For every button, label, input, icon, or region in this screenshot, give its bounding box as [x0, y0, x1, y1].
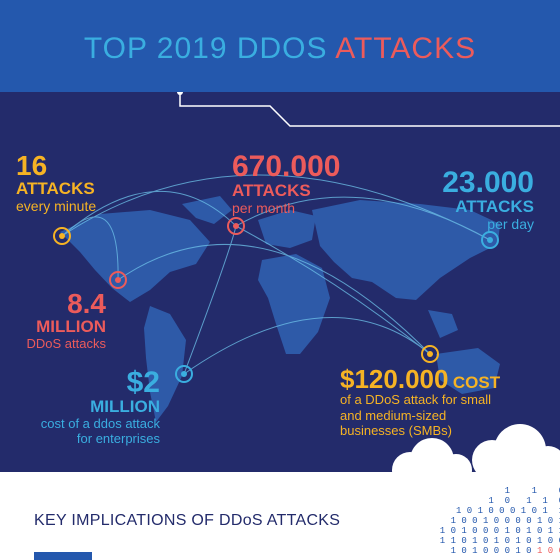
- stat-desc-line2: and medium-sized: [340, 407, 447, 423]
- arc-7: [61, 216, 119, 281]
- stat-value: $120.000: [340, 364, 449, 394]
- cloud-icon: [392, 424, 560, 472]
- stat-per-month: 670.000 ATTACKS per month: [232, 152, 340, 217]
- stat-desc: every minute: [16, 197, 97, 214]
- stat-enterprise-cost: $2 MILLION cost of a ddos attack for ent…: [16, 368, 160, 447]
- attack-arcs: [61, 174, 491, 375]
- stat-per-minute: 16 ATTACKS every minute: [16, 152, 96, 215]
- binary-decoration: 1 1 0 1 0 1 1 0 1 0 1 0 0 0 1 0 1 1 1 0 …: [439, 486, 560, 556]
- world-map: [53, 92, 560, 472]
- stat-desc-line2: for enterprises: [76, 431, 160, 447]
- stat-unit: COST: [452, 373, 501, 392]
- header-band: [0, 0, 560, 92]
- arc-8: [235, 225, 431, 355]
- stat-desc-line3: businesses (SMBs): [340, 423, 452, 439]
- continent-greenland: [182, 196, 232, 224]
- accent-bar: [34, 552, 92, 560]
- stat-headline: $120.000 COST: [340, 366, 552, 392]
- stat-desc: per day: [487, 215, 534, 232]
- arc-3: [117, 243, 431, 355]
- continent-africa: [258, 254, 330, 354]
- continent-australia: [436, 348, 500, 394]
- arc-2: [61, 174, 491, 241]
- stat-value: $2: [126, 366, 160, 399]
- stat-value: 670.000: [232, 150, 341, 183]
- target-icon: [481, 231, 499, 249]
- stat-ddos-count: 8.4 MILLION DDoS attacks: [10, 290, 106, 351]
- bottom-section: [0, 472, 560, 560]
- stat-smb-cost: $120.000 COST of a DDoS attack for small…: [340, 366, 552, 439]
- stat-desc: per month: [232, 199, 296, 216]
- stat-unit: MILLION: [36, 317, 106, 336]
- stat-desc-line1: of a DDoS attack for small: [340, 392, 491, 407]
- page-title: TOP 2019 DDOS ATTACKS: [0, 32, 560, 66]
- section-heading: KEY IMPLICATIONS OF DDoS ATTACKS: [34, 512, 341, 529]
- target-icon: [227, 217, 245, 235]
- stat-unit: ATTACKS: [232, 181, 311, 200]
- circuit-line: [179, 92, 560, 127]
- circuit-node: [177, 92, 183, 95]
- stat-desc-line1: cost of a ddos attack: [40, 415, 160, 431]
- continents: [60, 196, 500, 422]
- title-main: TOP 2019 DDOS: [83, 32, 328, 65]
- continent-europe: [258, 210, 316, 248]
- stat-unit: MILLION: [90, 397, 160, 416]
- stat-value: 16: [16, 150, 48, 181]
- stat-unit: ATTACKS: [16, 179, 95, 198]
- target-icon: [53, 227, 71, 245]
- target-icon: [421, 345, 439, 363]
- stat-value: 23.000: [442, 166, 534, 199]
- stat-per-day: 23.000 ATTACKS per day: [442, 168, 534, 233]
- continent-north-america: [60, 210, 210, 302]
- arc-6: [235, 196, 491, 241]
- arc-5: [183, 317, 431, 375]
- stat-desc: DDoS attacks: [26, 335, 106, 351]
- target-icon: [175, 365, 193, 383]
- title-accent: ATTACKS: [335, 32, 477, 65]
- continent-south-america: [144, 306, 186, 422]
- stat-unit: ATTACKS: [455, 197, 534, 216]
- target-icon: [109, 271, 127, 289]
- continent-asia: [312, 200, 500, 300]
- stat-value: 8.4: [67, 288, 106, 319]
- continent-indonesia: [428, 310, 458, 338]
